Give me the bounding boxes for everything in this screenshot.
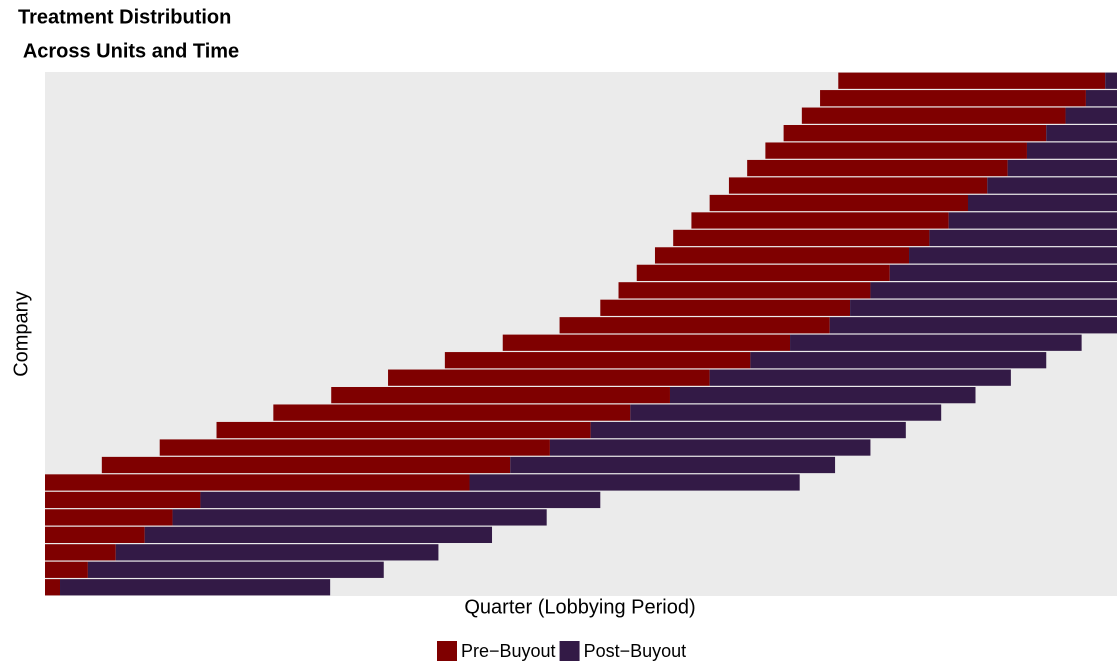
pre-buyout-segment xyxy=(691,212,949,229)
pre-buyout-segment xyxy=(45,509,173,526)
post-buyout-segment xyxy=(1105,72,1117,89)
post-buyout-segment xyxy=(790,334,1082,351)
post-buyout-segment xyxy=(200,491,601,509)
pre-buyout-segment xyxy=(101,456,511,474)
pre-buyout-segment xyxy=(654,247,910,264)
legend-label: Post−Buyout xyxy=(584,641,687,661)
y-axis-label: Company xyxy=(10,291,32,377)
pre-buyout-segment xyxy=(388,369,710,386)
post-buyout-segment xyxy=(909,247,1117,264)
post-buyout-segment xyxy=(1046,125,1117,142)
legend-swatch xyxy=(437,641,457,661)
post-buyout-segment xyxy=(1026,142,1117,159)
pre-buyout-segment xyxy=(331,387,670,404)
post-buyout-segment xyxy=(669,387,976,404)
post-buyout-segment xyxy=(850,299,1117,316)
legend: Pre−Buyout Post−Buyout xyxy=(437,641,686,661)
pre-buyout-segment xyxy=(747,159,1008,177)
x-axis-label: Quarter (Lobbying Period) xyxy=(464,596,695,618)
post-buyout-segment xyxy=(510,456,836,474)
post-buyout-segment xyxy=(889,264,1117,281)
pre-buyout-segment xyxy=(838,72,1106,89)
post-buyout-segment xyxy=(1007,159,1117,177)
post-buyout-segment xyxy=(469,474,800,491)
pre-buyout-segment xyxy=(45,491,201,509)
pre-buyout-segment xyxy=(600,299,851,316)
post-buyout-segment xyxy=(870,282,1117,299)
post-buyout-segment xyxy=(60,579,331,596)
post-buyout-segment xyxy=(948,212,1117,229)
post-buyout-segment xyxy=(929,229,1117,247)
pre-buyout-segment xyxy=(216,421,591,439)
post-buyout-segment xyxy=(1065,107,1117,124)
post-buyout-segment xyxy=(1085,90,1117,107)
pre-buyout-segment xyxy=(45,526,145,543)
post-buyout-segment xyxy=(750,352,1047,369)
pre-buyout-segment xyxy=(273,404,631,421)
pre-buyout-segment xyxy=(45,579,61,596)
pre-buyout-segment xyxy=(636,264,890,281)
pre-buyout-segment xyxy=(45,544,116,561)
post-buyout-segment xyxy=(172,509,547,526)
post-buyout-segment xyxy=(87,561,384,578)
panel xyxy=(45,72,1117,596)
chart-title-line2: Across Units and Time xyxy=(18,40,239,62)
pre-buyout-segment xyxy=(709,194,968,212)
pre-buyout-segment xyxy=(444,352,751,369)
post-buyout-segment xyxy=(967,194,1117,212)
legend-label: Pre−Buyout xyxy=(461,641,556,661)
pre-buyout-segment xyxy=(801,107,1066,124)
post-buyout-segment xyxy=(829,317,1117,334)
post-buyout-segment xyxy=(987,177,1117,194)
post-buyout-segment xyxy=(144,526,493,543)
pre-buyout-segment xyxy=(673,229,930,247)
post-buyout-segment xyxy=(115,544,439,561)
post-buyout-segment xyxy=(590,421,906,439)
post-buyout-segment xyxy=(630,404,942,421)
pre-buyout-segment xyxy=(45,474,470,491)
pre-buyout-segment xyxy=(618,282,871,299)
pre-buyout-segment xyxy=(502,334,791,351)
pre-buyout-segment xyxy=(159,439,550,456)
legend-swatch xyxy=(559,641,580,661)
pre-buyout-segment xyxy=(783,125,1047,142)
pre-buyout-segment xyxy=(820,90,1086,107)
pre-buyout-segment xyxy=(45,561,88,578)
pre-buyout-segment xyxy=(728,177,988,194)
post-buyout-segment xyxy=(549,439,871,456)
pre-buyout-segment xyxy=(559,317,830,334)
marks xyxy=(45,72,1117,596)
post-buyout-segment xyxy=(709,369,1011,386)
pre-buyout-segment xyxy=(765,142,1027,159)
chart-title-line1: Treatment Distribution xyxy=(18,6,231,28)
